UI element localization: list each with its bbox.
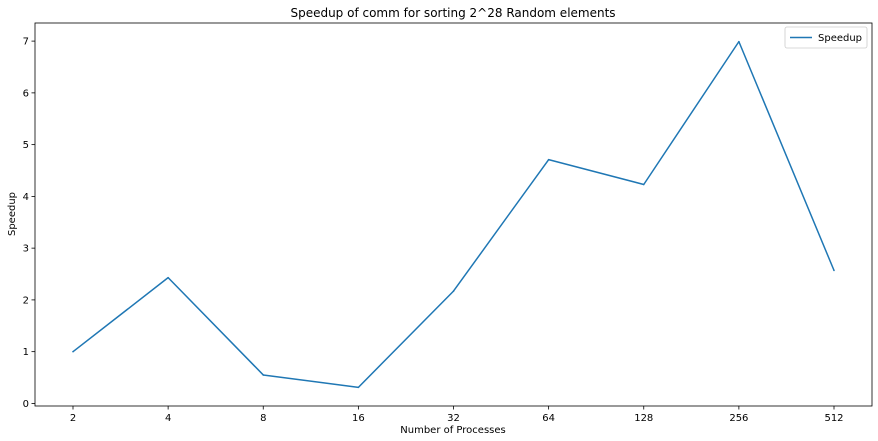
y-tick-label: 7 [23, 37, 29, 48]
y-tick-label: 6 [23, 88, 29, 99]
x-tick-label: 32 [447, 413, 460, 424]
y-tick-label: 4 [23, 192, 29, 203]
legend: Speedup [784, 26, 868, 49]
chart-title: Speedup of comm for sorting 2^28 Random … [290, 6, 615, 20]
y-tick-label: 3 [23, 244, 29, 255]
x-tick-label: 128 [634, 413, 653, 424]
x-tick-label: 64 [542, 413, 555, 424]
x-tick-label: 4 [165, 413, 171, 424]
y-tick-label: 2 [23, 295, 29, 306]
x-tick-label: 256 [729, 413, 748, 424]
y-tick-label: 5 [23, 140, 29, 151]
x-tick-label: 2 [70, 413, 76, 424]
series-line-speedup [72, 40, 835, 389]
y-tick-label: 0 [23, 399, 29, 410]
data-point [357, 386, 360, 389]
x-axis-label: Number of Processes [400, 425, 505, 436]
data-point [547, 158, 550, 161]
legend-label-speedup: Speedup [818, 33, 862, 44]
data-point [72, 350, 74, 353]
legend-box [784, 26, 868, 49]
data-point [452, 290, 455, 292]
data-point [833, 269, 835, 272]
data-point [738, 40, 740, 43]
y-axis: 0 1 2 3 4 5 6 7 [23, 37, 35, 410]
x-tick-label: 8 [260, 413, 266, 424]
series-layer [72, 40, 835, 389]
x-tick-label: 512 [824, 413, 843, 424]
data-point [167, 276, 169, 279]
x-axis: 2 4 8 16 32 64 128 256 512 [70, 406, 844, 424]
plot-area [34, 22, 873, 407]
data-point [262, 374, 265, 376]
data-point [642, 183, 645, 186]
y-tick-label: 1 [23, 347, 29, 358]
y-axis-label: Speedup [7, 192, 18, 236]
x-tick-label: 16 [352, 413, 365, 424]
